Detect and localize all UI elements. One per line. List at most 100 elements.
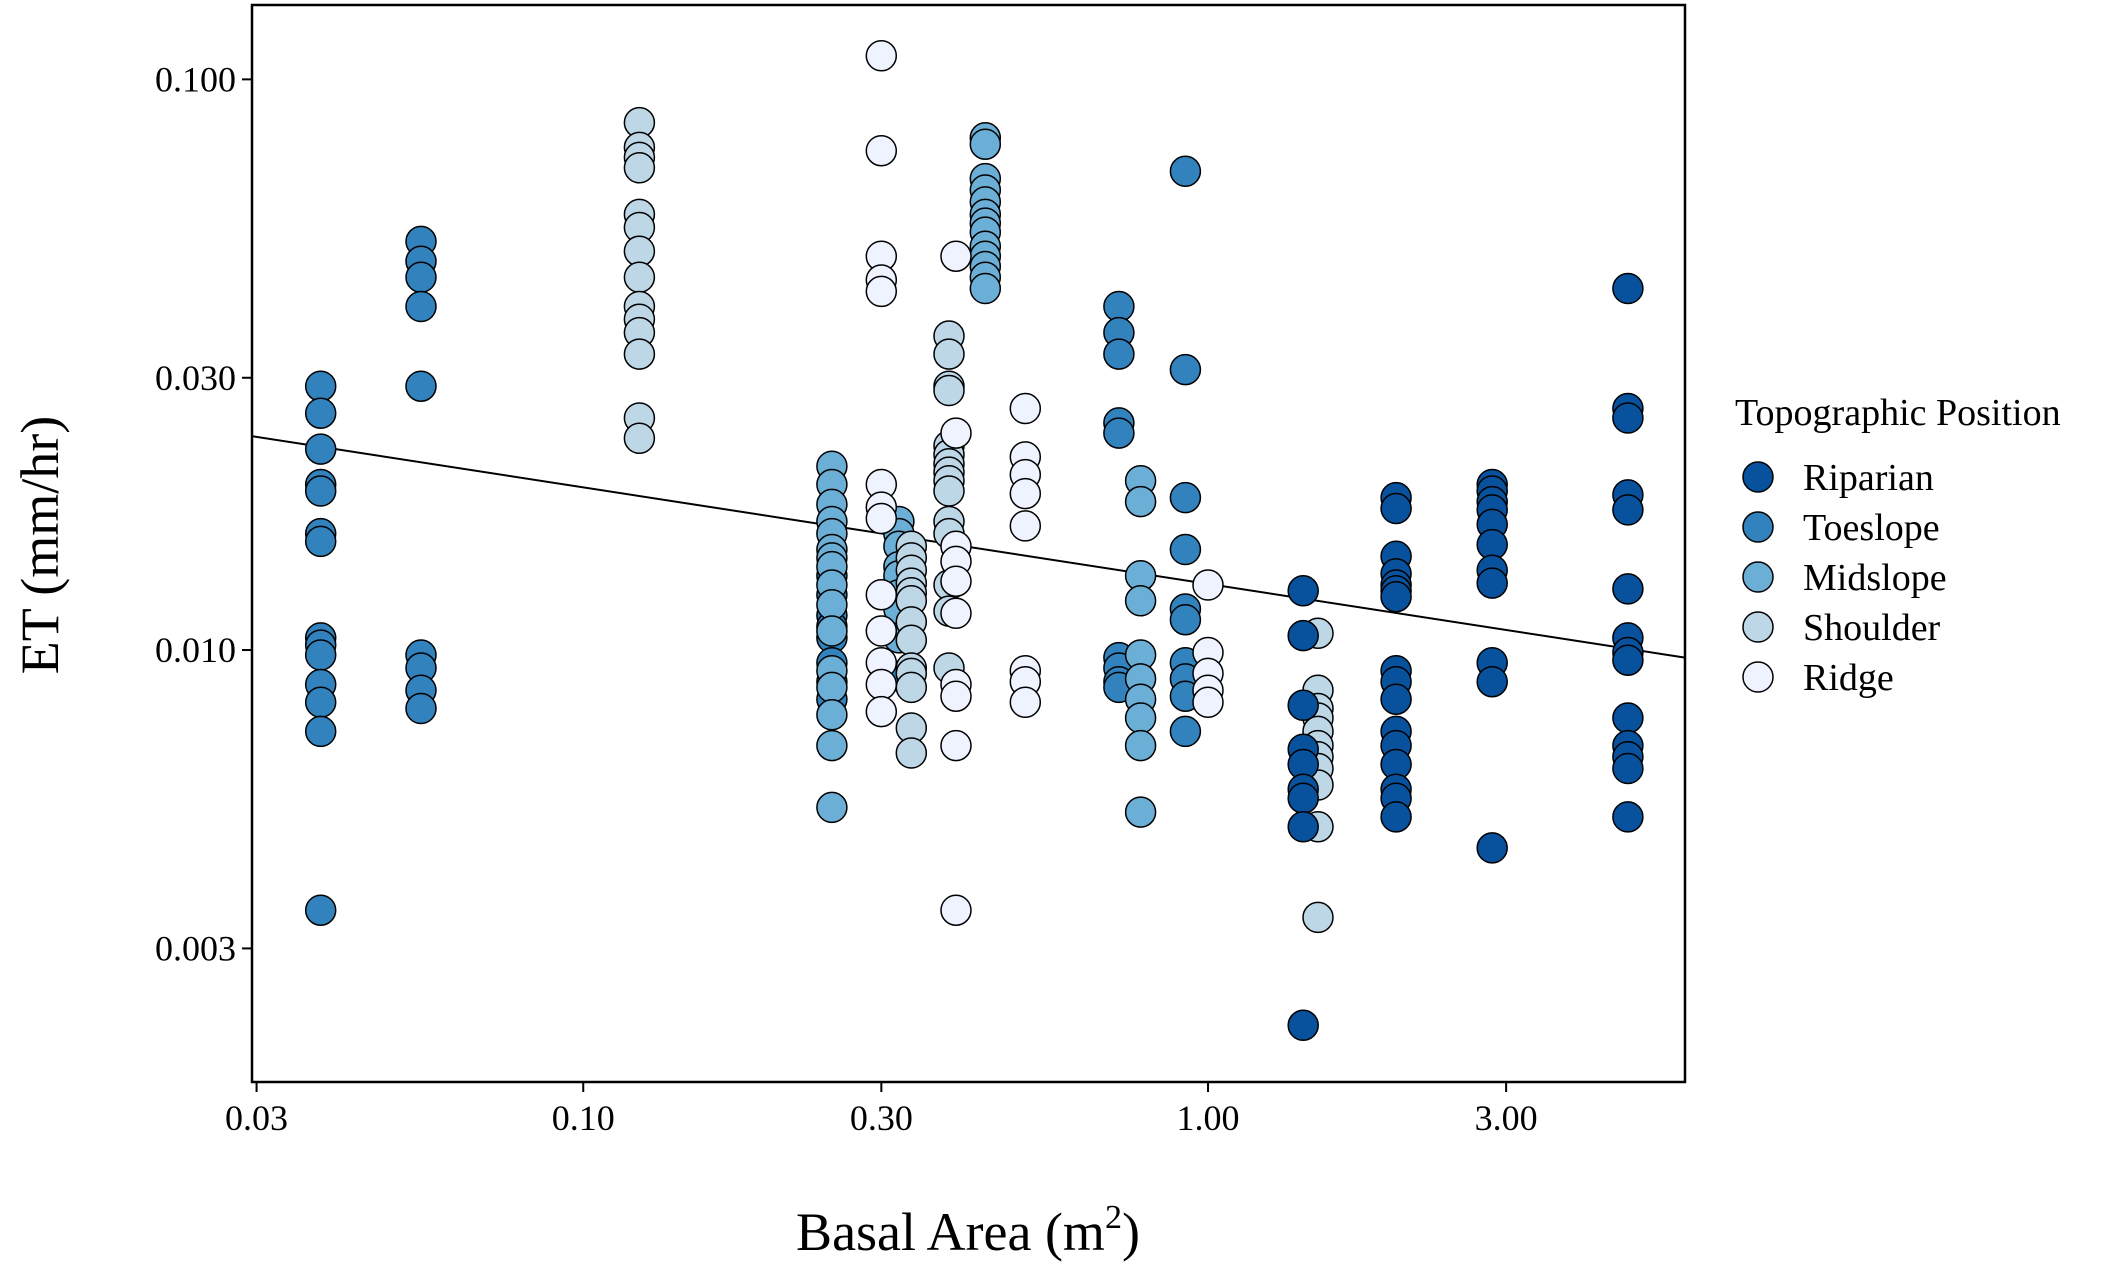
point-ridge — [940, 240, 972, 272]
point-shoulder — [895, 671, 928, 704]
point-midslope — [969, 272, 1002, 305]
point-toeslope — [405, 290, 437, 323]
point-riparian — [1612, 752, 1644, 785]
point-riparian — [1287, 575, 1319, 607]
point-riparian — [1287, 1009, 1319, 1042]
point-toeslope — [1169, 155, 1202, 188]
legend-key-shoulder — [1742, 611, 1774, 643]
point-toeslope — [304, 370, 337, 402]
point-ridge — [940, 729, 972, 762]
y-tick-label: 0.030 — [155, 358, 236, 398]
point-ridge — [865, 695, 898, 728]
x-axis-title-superscript: 2 — [1105, 1199, 1122, 1236]
point-toeslope — [405, 370, 437, 402]
x-axis-title-close: ) — [1122, 1202, 1140, 1262]
point-riparian — [1476, 567, 1508, 599]
point-riparian — [1612, 494, 1644, 526]
point-shoulder — [623, 152, 656, 184]
point-riparian — [1380, 580, 1412, 613]
point-riparian — [1287, 811, 1319, 843]
legend-title: Topographic Position — [1735, 392, 2061, 434]
point-ridge — [865, 275, 898, 308]
point-shoulder — [895, 737, 928, 769]
point-riparian — [1612, 402, 1644, 434]
x-tick-label: 0.03 — [225, 1098, 288, 1138]
point-ridge — [1009, 477, 1042, 510]
legend-label-ridge: Ridge — [1803, 657, 1894, 699]
point-shoulder — [623, 338, 656, 370]
point-midslope — [816, 615, 848, 647]
y-tick-label: 0.010 — [155, 630, 236, 670]
point-ridge — [1009, 392, 1042, 425]
point-toeslope — [1103, 338, 1135, 370]
point-shoulder — [933, 338, 965, 370]
point-riparian — [1612, 801, 1644, 833]
point-ridge — [1192, 569, 1224, 601]
point-shoulder — [933, 475, 965, 507]
point-toeslope — [1169, 603, 1202, 636]
x-tick-label: 1.00 — [1177, 1098, 1240, 1138]
legend-label-shoulder: Shoulder — [1803, 607, 1941, 649]
point-ridge — [865, 578, 898, 611]
point-ridge — [940, 894, 972, 926]
points-layer — [304, 40, 1644, 1042]
x-tick-label: 3.00 — [1475, 1098, 1538, 1138]
legend-label-riparian: Riparian — [1803, 457, 1934, 499]
point-toeslope — [405, 692, 437, 725]
point-toeslope — [304, 894, 337, 926]
point-ridge — [940, 565, 972, 597]
point-toeslope — [405, 261, 437, 294]
point-midslope — [969, 128, 1002, 160]
point-ridge — [865, 40, 898, 72]
y-tick-label: 0.003 — [155, 928, 236, 968]
y-axis-title: ET (mm/hr) — [10, 416, 70, 674]
x-axis-title: Basal Area (m2) — [796, 1199, 1140, 1262]
point-shoulder — [895, 624, 928, 657]
point-midslope — [1124, 702, 1157, 734]
point-toeslope — [1169, 481, 1202, 514]
point-toeslope — [304, 475, 337, 507]
point-toeslope — [304, 686, 337, 719]
point-ridge — [865, 615, 898, 647]
point-midslope — [816, 729, 848, 762]
point-shoulder — [623, 422, 656, 455]
point-toeslope — [304, 433, 337, 465]
point-shoulder — [1302, 901, 1334, 934]
legend-key-midslope — [1742, 561, 1774, 593]
point-ridge — [940, 417, 972, 449]
point-riparian — [1287, 619, 1319, 652]
point-riparian — [1612, 702, 1644, 734]
x-tick-label: 0.10 — [552, 1098, 615, 1138]
point-ridge — [865, 502, 898, 535]
point-ridge — [865, 134, 898, 167]
point-toeslope — [1169, 353, 1202, 386]
point-toeslope — [1169, 533, 1202, 566]
point-shoulder — [933, 374, 965, 407]
legend: Topographic Position Riparian Toeslope Mid… — [1735, 392, 2061, 699]
legend-key-ridge — [1742, 661, 1774, 693]
point-shoulder — [623, 261, 656, 294]
point-riparian — [1380, 801, 1412, 833]
point-riparian — [1476, 832, 1508, 864]
point-toeslope — [1103, 417, 1135, 449]
point-ridge — [1009, 686, 1042, 719]
y-tick-label: 0.100 — [155, 59, 236, 99]
point-midslope — [1124, 485, 1157, 518]
point-riparian — [1476, 665, 1508, 698]
point-midslope — [1124, 796, 1157, 828]
point-toeslope — [304, 525, 337, 558]
point-midslope — [816, 671, 848, 704]
point-riparian — [1612, 644, 1644, 676]
point-riparian — [1287, 689, 1319, 722]
point-midslope — [1124, 585, 1157, 617]
point-toeslope — [304, 639, 337, 671]
point-toeslope — [304, 397, 337, 429]
point-ridge — [1192, 686, 1224, 719]
point-riparian — [1612, 272, 1644, 305]
point-riparian — [1380, 683, 1412, 715]
point-ridge — [940, 680, 972, 712]
legend-label-midslope: Midslope — [1803, 557, 1947, 599]
y-axis: 0.003 0.010 0.030 0.100 — [155, 59, 252, 968]
legend-label-toeslope: Toeslope — [1803, 507, 1940, 549]
